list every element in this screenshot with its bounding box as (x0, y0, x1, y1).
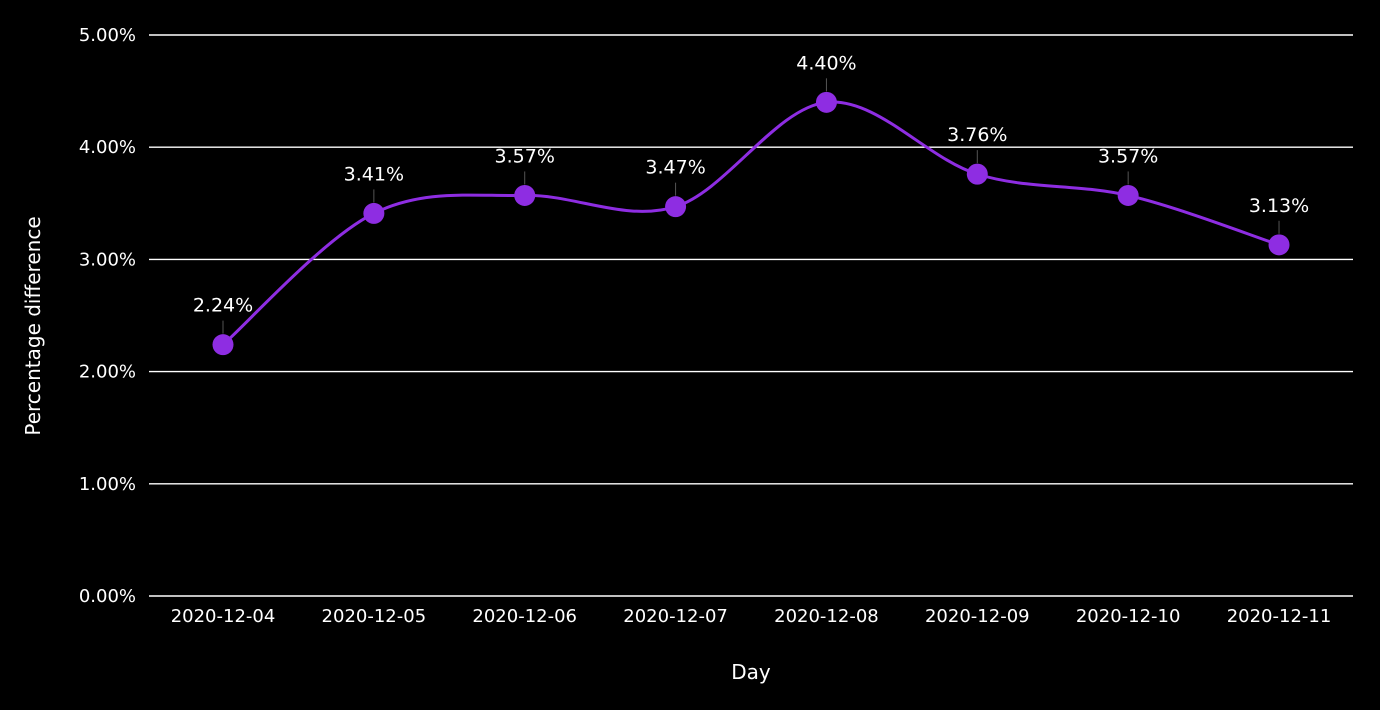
data-point (514, 184, 536, 206)
x-tick-label: 2020-12-04 (171, 606, 276, 627)
data-label: 2.24% (193, 295, 253, 317)
y-tick-label: 1.00% (79, 474, 136, 495)
x-tick-label: 2020-12-05 (322, 606, 427, 627)
y-axis-title: Percentage difference (21, 216, 45, 435)
x-tick-label: 2020-12-09 (925, 606, 1030, 627)
y-tick-label: 5.00% (79, 25, 136, 46)
y-tick-label: 4.00% (79, 137, 136, 158)
series-line-group (222, 100, 1280, 346)
data-label: 3.57% (495, 145, 555, 167)
x-axis-ticks: 2020-12-04 2020-12-05 2020-12-06 2020-12-07… (171, 606, 1332, 627)
y-axis-ticks: 0.00% 1.00% 2.00% 3.00% 4.00% 5.00% (79, 25, 136, 607)
data-point (363, 202, 385, 224)
x-tick-label: 2020-12-06 (472, 606, 577, 627)
data-label: 3.41% (344, 163, 404, 185)
gridlines (149, 34, 1353, 597)
data-point (1268, 234, 1290, 256)
data-point (815, 91, 837, 113)
x-tick-label: 2020-12-07 (623, 606, 728, 627)
data-label: 4.40% (796, 52, 856, 74)
data-point (212, 334, 234, 356)
x-axis-title: Day (731, 660, 771, 684)
y-tick-label: 2.00% (79, 362, 136, 383)
data-point (665, 196, 687, 218)
x-tick-label: 2020-12-11 (1227, 606, 1332, 627)
data-labels: 2.24% 3.41% 3.57% 3.47% 4.40% 3.76% 3.57% 3.13% (193, 52, 1309, 334)
data-point (966, 163, 988, 185)
x-tick-label: 2020-12-08 (774, 606, 879, 627)
y-tick-label: 0.00% (79, 586, 136, 607)
data-label: 3.47% (645, 157, 705, 179)
data-label: 3.13% (1249, 195, 1309, 217)
data-label: 3.57% (1098, 145, 1158, 167)
data-points (212, 91, 1290, 356)
series-line (222, 100, 1280, 346)
x-tick-label: 2020-12-10 (1076, 606, 1181, 627)
data-point (1117, 184, 1139, 206)
data-label: 3.76% (947, 124, 1007, 146)
y-tick-label: 3.00% (79, 249, 136, 270)
